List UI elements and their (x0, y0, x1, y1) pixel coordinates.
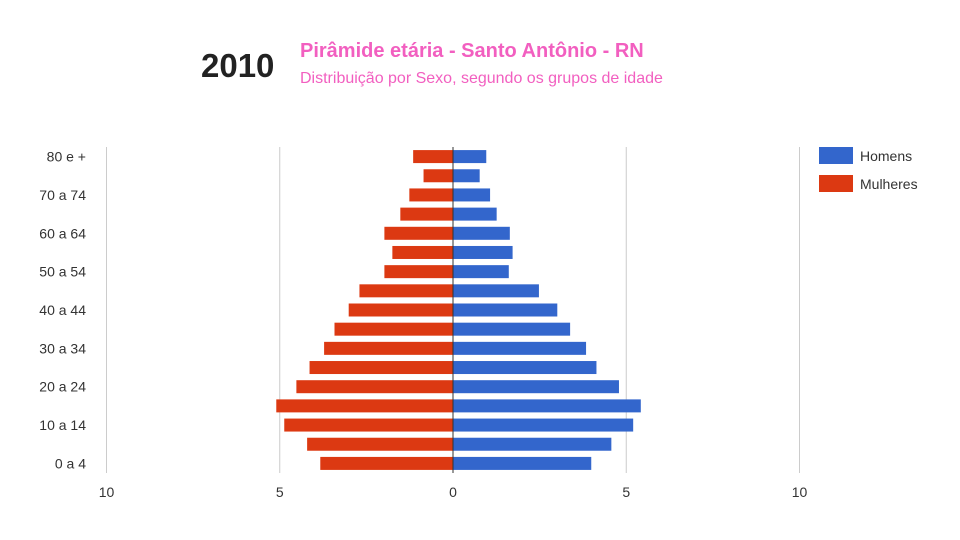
bar-mulheres (309, 361, 453, 375)
bar-homens (453, 418, 634, 432)
chart-year: 2010 (201, 47, 275, 84)
legend-swatch-mulheres (819, 175, 853, 192)
bar-mulheres (392, 245, 453, 259)
y-tick-label: 30 a 34 (39, 340, 86, 356)
bar-homens (453, 169, 480, 183)
bar-homens (453, 188, 491, 202)
y-tick-label: 0 a 4 (55, 455, 86, 471)
bar-mulheres (384, 265, 453, 279)
y-tick-label: 70 a 74 (39, 187, 86, 203)
y-tick-label: 10 a 14 (39, 417, 86, 433)
bar-homens (453, 265, 509, 279)
legend-swatch-homens (819, 147, 853, 164)
bar-homens (453, 456, 592, 470)
y-tick-label: 20 a 24 (39, 379, 86, 395)
legend-label-mulheres: Mulheres (860, 176, 918, 192)
x-tick-label: 10 (99, 484, 115, 500)
bar-homens (453, 226, 510, 240)
bar-mulheres (334, 322, 453, 336)
bar-mulheres (296, 380, 453, 394)
bar-homens (453, 207, 497, 221)
chart-subtitle: Distribuição por Sexo, segundo os grupos… (300, 70, 663, 87)
bar-homens (453, 399, 641, 413)
bar-mulheres (276, 399, 453, 413)
bar-homens (453, 150, 487, 164)
bar-mulheres (384, 226, 453, 240)
bar-homens (453, 380, 619, 394)
x-tick-label: 5 (622, 484, 630, 500)
y-tick-label: 50 a 54 (39, 264, 86, 280)
x-tick-label: 10 (792, 484, 808, 500)
bar-homens (453, 361, 597, 375)
bar-mulheres (423, 169, 453, 183)
y-tick-label: 80 e + (47, 149, 86, 165)
bar-mulheres (284, 418, 453, 432)
bar-mulheres (320, 456, 453, 470)
y-tick-label: 40 a 44 (39, 302, 86, 318)
bar-mulheres (324, 341, 453, 355)
y-tick-label: 60 a 64 (39, 225, 86, 241)
bar-homens (453, 245, 513, 259)
bar-homens (453, 322, 571, 336)
bar-homens (453, 284, 539, 298)
bar-homens (453, 437, 612, 451)
bar-mulheres (307, 437, 453, 451)
bar-homens (453, 303, 558, 317)
chart-title: Pirâmide etária - Santo Antônio - RN (300, 40, 644, 62)
x-tick-label: 5 (276, 484, 284, 500)
bar-mulheres (348, 303, 453, 317)
bar-mulheres (359, 284, 453, 298)
bar-mulheres (413, 150, 453, 164)
x-tick-label: 0 (449, 484, 457, 500)
bar-mulheres (400, 207, 453, 221)
bar-mulheres (409, 188, 453, 202)
bar-homens (453, 341, 587, 355)
legend-label-homens: Homens (860, 148, 912, 164)
